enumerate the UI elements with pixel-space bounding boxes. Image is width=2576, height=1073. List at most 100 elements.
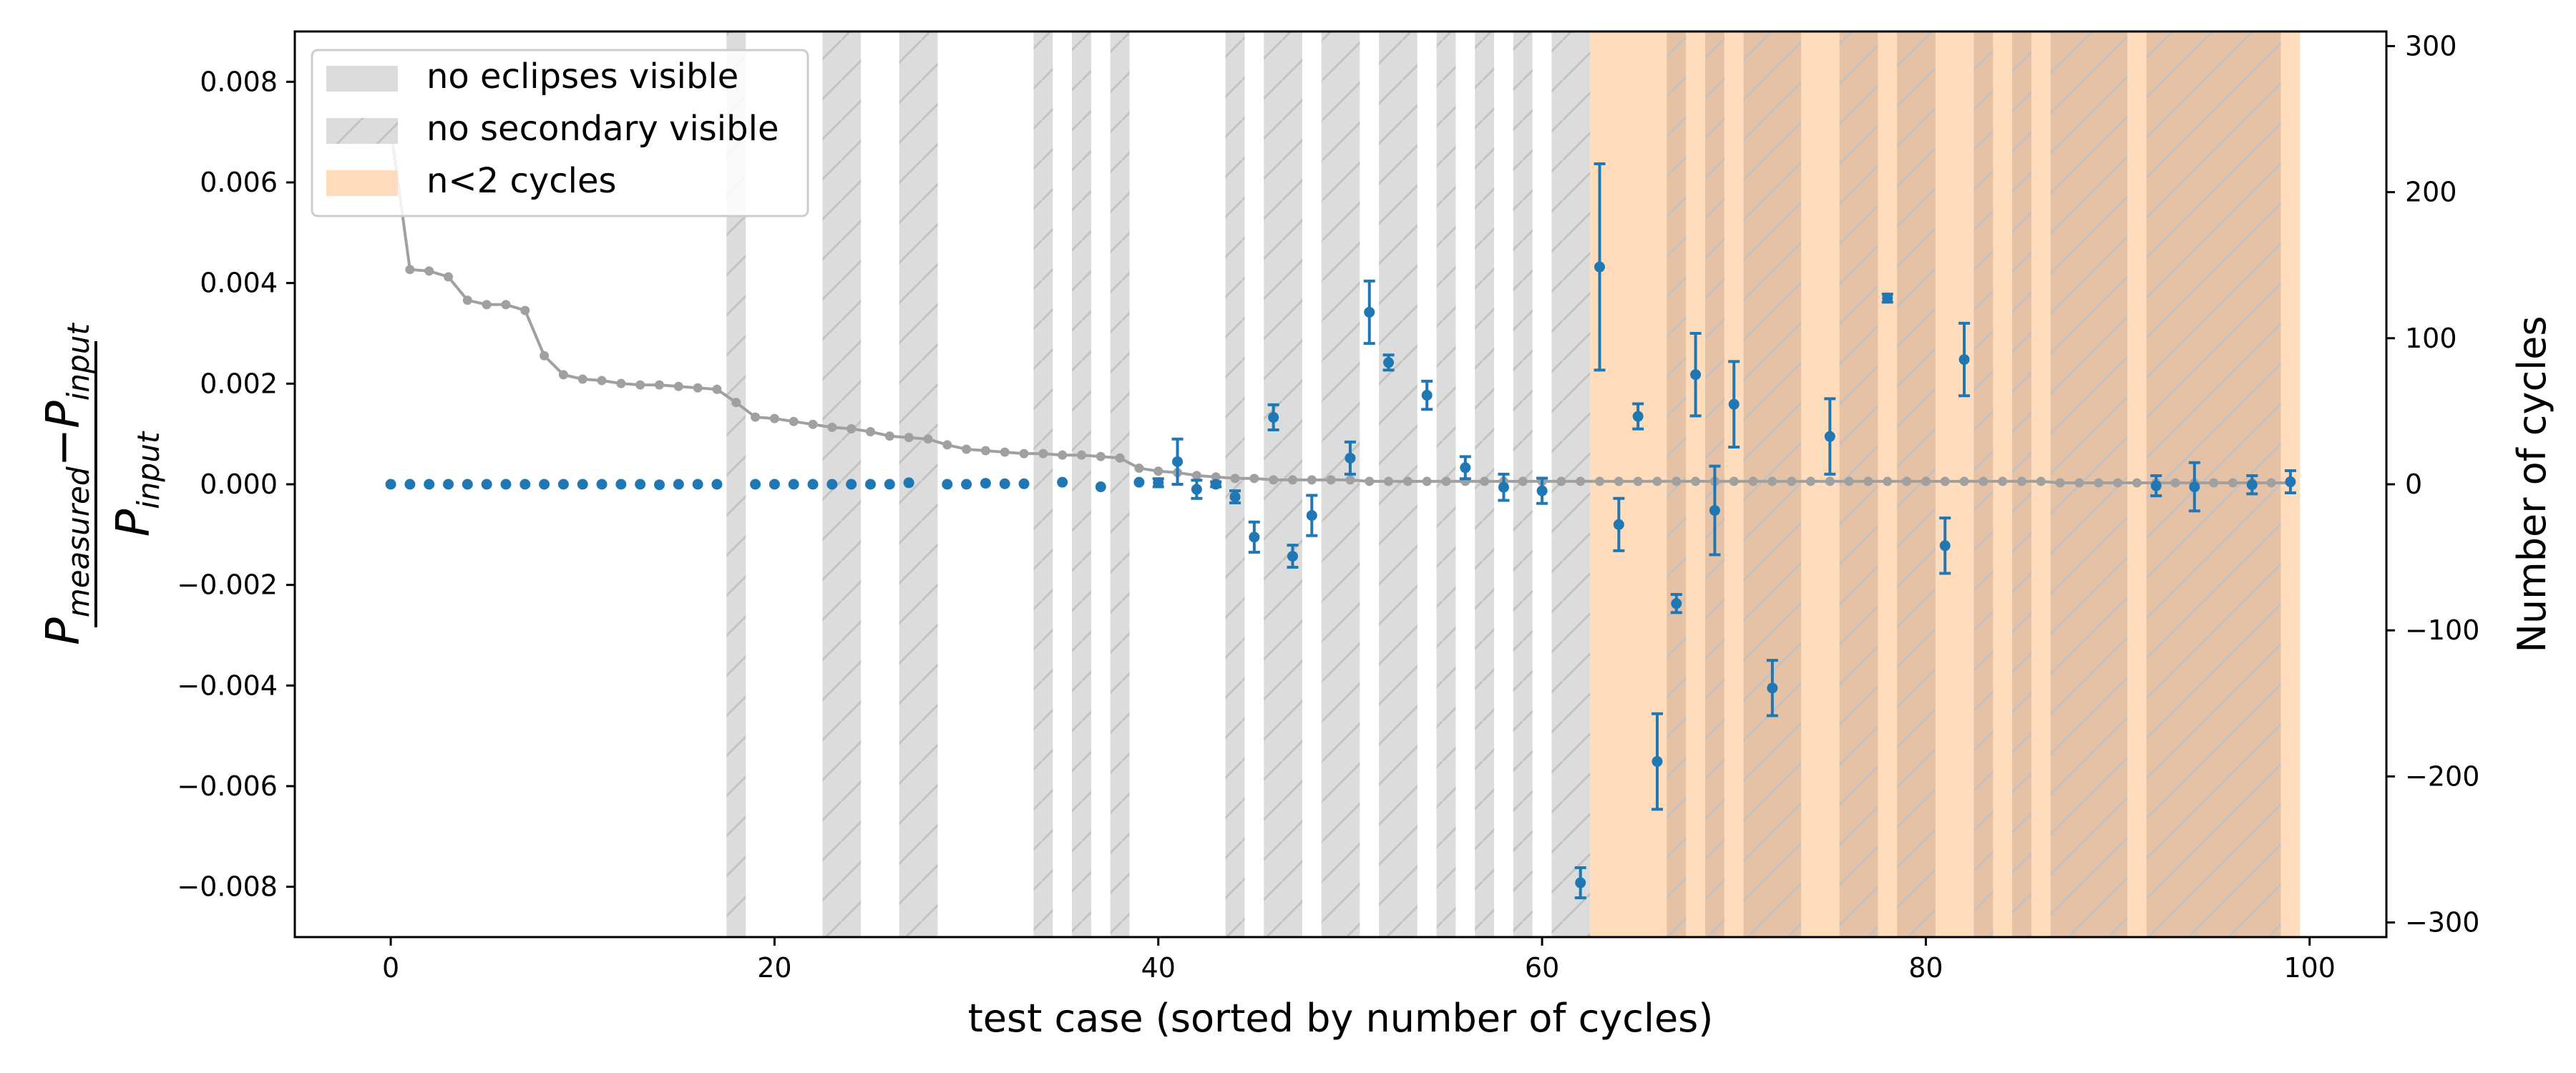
- legend-swatch-hatch: [326, 118, 398, 144]
- measurement-point: [1575, 877, 1586, 888]
- cycles-point: [1153, 466, 1163, 476]
- measurement-point: [961, 479, 972, 490]
- measurement-point: [2285, 476, 2296, 487]
- cycles-point: [942, 440, 952, 450]
- cycles-point: [1652, 476, 1662, 486]
- measurement-point: [711, 479, 723, 490]
- cycles-point: [1883, 476, 1893, 486]
- cycles-point: [1825, 476, 1835, 486]
- measurement-point: [1613, 519, 1624, 530]
- cycles-point: [1307, 475, 1317, 485]
- cycles-point: [597, 376, 607, 386]
- band-no-secondary-hatch: [1110, 31, 1130, 937]
- y2-tick-label: 300: [2405, 30, 2457, 62]
- cycles-point: [1595, 476, 1605, 486]
- measurement-point: [443, 479, 454, 490]
- y2-tick-label: −200: [2405, 760, 2479, 792]
- cycles-point: [482, 300, 492, 310]
- measurement-point: [2246, 479, 2258, 491]
- measurement-point: [1229, 491, 1241, 503]
- cycles-point: [462, 295, 472, 305]
- cycles-point: [884, 431, 894, 441]
- cycles-point: [1287, 475, 1297, 485]
- measurement-point: [1632, 411, 1644, 422]
- measurement-point: [654, 479, 665, 491]
- measurement-point: [615, 479, 627, 490]
- x-tick-label: 80: [1908, 952, 1943, 984]
- cycles-point: [2170, 478, 2180, 488]
- measurement-point: [481, 479, 492, 490]
- cycles-point: [2036, 476, 2046, 486]
- cycles-point: [1384, 476, 1394, 486]
- measurement-point: [1172, 456, 1184, 467]
- cycles-point: [2016, 476, 2026, 486]
- measurement-point: [404, 479, 416, 490]
- y-label-denominator: Pinput: [107, 431, 166, 536]
- cycles-point: [1134, 464, 1144, 474]
- cycles-point: [2094, 478, 2104, 488]
- cycles-point: [712, 384, 722, 394]
- cycles-point: [1518, 476, 1528, 486]
- cycles-point: [577, 374, 587, 384]
- cycles-point: [1480, 476, 1490, 486]
- cycles-point: [1844, 476, 1854, 486]
- cycles-point: [1211, 472, 1221, 482]
- cycles-point: [1402, 476, 1413, 486]
- y-axis-label: Pmeasured−Pinput Pinput: [37, 323, 166, 645]
- y-tick-label: −0.004: [177, 670, 278, 701]
- cycles-point: [2055, 478, 2065, 488]
- cycles-point: [616, 378, 626, 388]
- cycles-point: [904, 433, 914, 443]
- y2-tick-label: −300: [2405, 907, 2479, 939]
- cycles-point: [1806, 476, 1816, 486]
- cycles-point: [769, 413, 779, 423]
- measurement-point: [1133, 476, 1145, 488]
- cycles-point: [501, 300, 511, 310]
- measurement-point: [1767, 682, 1778, 694]
- measurement-point: [1018, 478, 1030, 489]
- legend-box: [311, 49, 809, 217]
- cycles-point: [1748, 476, 1758, 486]
- measurement-point: [577, 479, 588, 490]
- measurement-point: [826, 479, 838, 490]
- legend-label: n<2 cycles: [426, 161, 617, 201]
- cycles-point: [751, 412, 761, 422]
- legend-label: no eclipses visible: [426, 57, 738, 97]
- cycles-point: [827, 422, 837, 432]
- cycles-point: [1191, 471, 1201, 481]
- y-tick-label: 0.000: [200, 469, 278, 500]
- measurement-point: [424, 479, 435, 490]
- cycles-point: [2113, 478, 2123, 488]
- cycles-point: [847, 423, 857, 433]
- cycles-point: [540, 351, 550, 361]
- cycles-point: [2266, 478, 2276, 488]
- measurement-point: [596, 479, 608, 490]
- cycles-point: [405, 265, 415, 275]
- y2-axis-label: Number of cycles: [2509, 316, 2555, 653]
- cycles-point: [808, 419, 818, 429]
- cycles-point: [1019, 449, 1029, 459]
- measurement-point: [1709, 505, 1720, 516]
- cycles-series: [386, 124, 2296, 488]
- band-no-secondary-hatch: [1033, 31, 1053, 937]
- cycles-point: [1998, 476, 2008, 486]
- cycles-point: [1345, 475, 1355, 485]
- band-no-secondary-hatch: [1839, 31, 1878, 937]
- measurement-point: [1671, 598, 1682, 609]
- measurement-point: [1364, 306, 1375, 318]
- band-no-secondary-hatch: [1551, 31, 1591, 937]
- cycles-point: [1576, 476, 1586, 486]
- band-no-secondary-hatch: [1379, 31, 1418, 937]
- cycles-line: [389, 129, 2290, 484]
- measurement-point: [1249, 531, 1260, 543]
- measurement-point: [385, 479, 396, 490]
- cycles-point: [1902, 476, 1912, 486]
- cycles-point: [1729, 476, 1739, 486]
- y-tick-label: −0.006: [177, 770, 278, 802]
- y-label-num-sub1: measured: [61, 466, 96, 617]
- measurement-point: [1210, 479, 1221, 490]
- band-no-secondary-hatch: [1264, 31, 1302, 937]
- measurement-point: [1824, 431, 1835, 442]
- cycles-point: [1921, 476, 1931, 486]
